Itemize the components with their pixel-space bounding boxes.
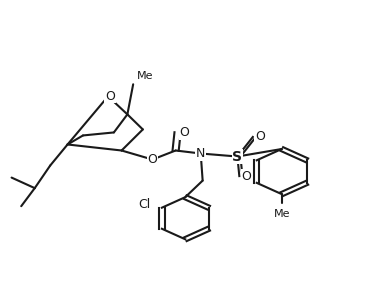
Text: O: O (105, 90, 115, 103)
Text: S: S (232, 150, 242, 163)
Text: Cl: Cl (139, 198, 151, 211)
Text: Me: Me (137, 71, 154, 81)
Text: O: O (255, 130, 265, 144)
Text: O: O (241, 169, 251, 183)
Text: O: O (179, 126, 190, 139)
Text: O: O (147, 153, 157, 166)
Text: N: N (196, 147, 205, 160)
Text: Me: Me (274, 209, 290, 219)
